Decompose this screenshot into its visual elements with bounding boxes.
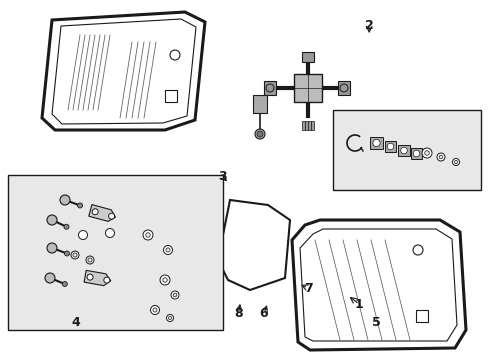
Polygon shape [291,220,465,350]
Text: 8: 8 [234,307,243,320]
Text: 2: 2 [364,19,373,32]
Bar [8,175,223,330]
Circle shape [79,230,87,239]
Circle shape [163,246,172,255]
Circle shape [103,277,110,283]
Bar [307,121,310,130]
Text: 3: 3 [218,170,226,183]
Circle shape [105,229,114,238]
Circle shape [412,245,422,255]
Circle shape [424,151,428,155]
Bar [264,81,275,95]
Bar [302,52,313,62]
Bar [252,95,266,113]
Circle shape [73,253,77,257]
Circle shape [412,150,419,157]
Circle shape [166,315,173,321]
Circle shape [150,306,159,315]
Circle shape [92,209,98,215]
Circle shape [165,248,170,252]
Circle shape [60,195,70,205]
Circle shape [170,50,180,60]
Bar [310,121,313,130]
Circle shape [62,282,67,287]
Bar [302,121,305,130]
Text: 6: 6 [259,307,268,320]
Circle shape [64,224,69,229]
Circle shape [142,230,153,240]
Circle shape [453,161,457,163]
Circle shape [168,316,171,320]
Circle shape [173,293,177,297]
Bar [397,145,409,156]
Circle shape [257,131,263,137]
Circle shape [47,215,57,225]
Text: 4: 4 [71,316,80,329]
Polygon shape [89,204,115,221]
Bar [415,310,427,322]
Circle shape [339,84,347,92]
Bar [369,137,382,149]
Circle shape [163,278,167,282]
Circle shape [421,148,431,158]
Bar [384,141,395,152]
Circle shape [64,251,69,256]
Circle shape [145,233,150,237]
Circle shape [78,203,82,208]
Bar [293,74,321,102]
Polygon shape [42,12,204,130]
Circle shape [86,256,94,264]
Circle shape [265,84,273,92]
Circle shape [153,308,157,312]
Polygon shape [218,200,289,290]
Circle shape [400,147,407,154]
Polygon shape [84,270,110,285]
Circle shape [386,143,393,150]
Circle shape [47,243,57,253]
Bar [164,90,177,102]
Circle shape [88,258,92,262]
Circle shape [436,153,444,161]
Circle shape [451,158,459,166]
Circle shape [171,291,179,299]
Text: 5: 5 [371,316,380,329]
Text: 1: 1 [354,298,363,311]
Circle shape [108,213,114,219]
Bar [305,121,307,130]
Circle shape [160,275,170,285]
Circle shape [254,129,264,139]
Circle shape [438,155,442,159]
Bar [410,148,421,159]
Circle shape [372,139,379,147]
Bar [337,81,349,95]
Text: 7: 7 [303,282,312,294]
Circle shape [45,273,55,283]
Circle shape [71,251,79,259]
Bar [332,110,480,190]
Circle shape [87,274,93,280]
